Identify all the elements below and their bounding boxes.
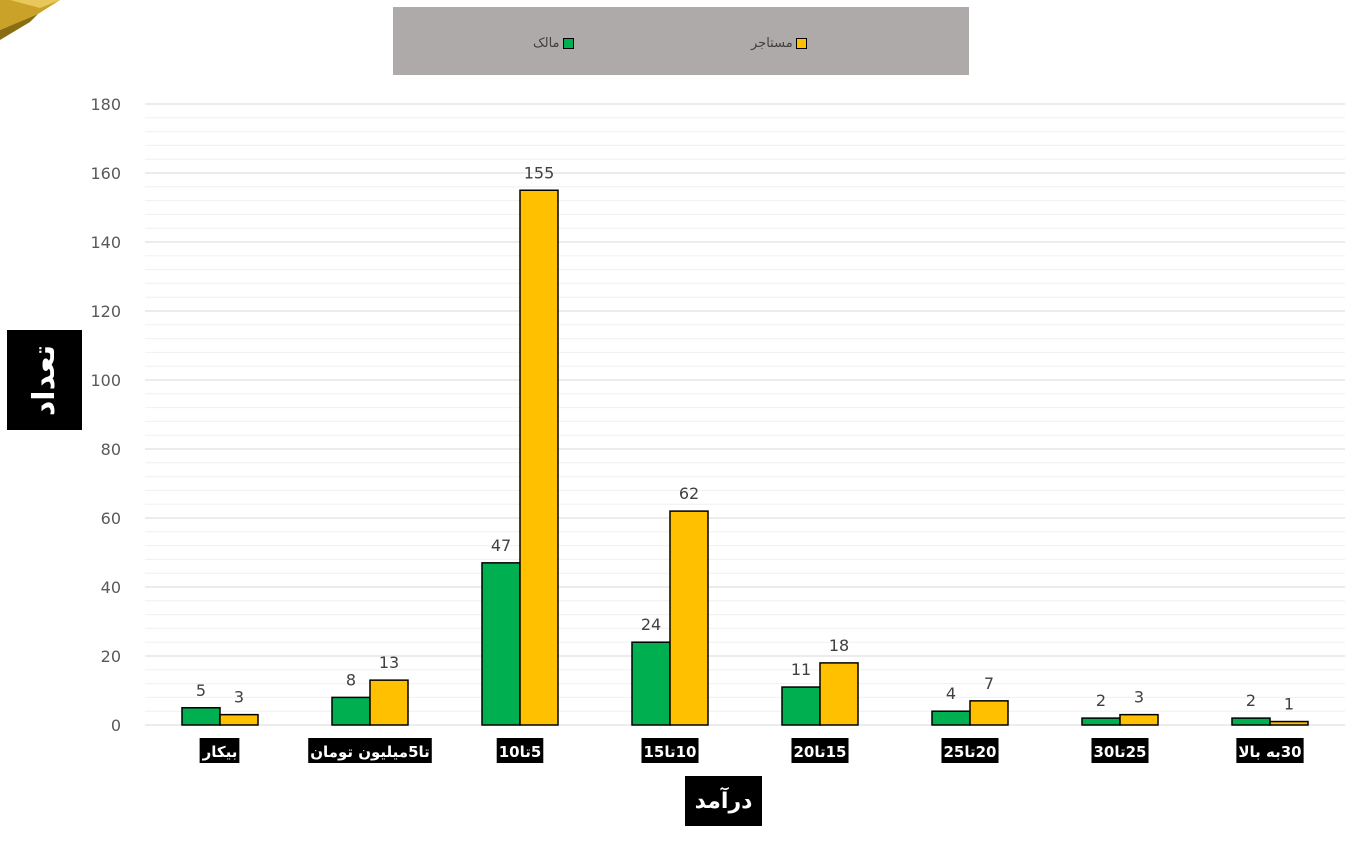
x-tick-label: 30به بالا [1236,738,1304,763]
x-tick-label: 15تا20 [791,738,849,763]
x-tick-label-bg [791,738,849,763]
bar-tenant [819,662,859,726]
legend-swatch-tenant [795,37,807,49]
x-tick-label-text: 20تا25 [943,743,996,761]
x-tick-label-text: تا5میلیون تومان [310,743,430,761]
data-label: 1 [1284,695,1294,714]
data-label: 8 [346,670,356,689]
y-tick-label: 20 [101,647,121,666]
bar-tenant [219,713,259,726]
x-tick-label: 10تا15 [641,738,699,763]
bar-owner [781,686,821,726]
y-axis-title: تعداد [27,344,62,416]
x-tick-label-bg [308,738,432,763]
x-tick-label-text: بیکار [202,743,238,761]
bar-owner [931,710,971,726]
y-tick-label: 100 [90,371,121,390]
y-tick-label: 60 [101,509,121,528]
data-label: 3 [234,688,244,707]
y-tick-label: 120 [90,302,121,321]
legend-item-owner: مالک [533,34,574,52]
legend-label-tenant: مستاجر [751,35,793,51]
y-tick-label: 160 [90,164,121,183]
data-label: 13 [379,653,399,672]
x-tick-label-bg [1091,738,1149,763]
data-label: 18 [829,636,849,655]
x-tick-label-bg [199,738,240,763]
x-tick-label: 5تا10 [496,738,544,763]
legend-swatch-owner [562,37,574,49]
data-label: 24 [641,615,661,634]
bar-tenant [669,510,709,726]
legend-label-owner: مالک [533,35,560,51]
bar-owner [481,562,521,726]
bar-owner [1231,717,1271,726]
x-tick-label-text: 30به بالا [1238,743,1301,761]
data-label: 47 [491,536,511,555]
y-tick-label: 0 [111,716,121,735]
x-tick-label-text: 25تا30 [1093,743,1146,761]
y-tick-label: 180 [90,95,121,114]
y-tick-label: 40 [101,578,121,597]
legend-item-tenant: مستاجر [751,34,807,52]
bar-tenant [1269,720,1309,726]
data-label: 11 [791,660,811,679]
bar-owner [331,696,371,726]
x-tick-label: 20تا25 [941,738,999,763]
bar-owner [1081,717,1121,726]
x-tick-label-bg [641,738,699,763]
data-label: 3 [1134,688,1144,707]
bar-tenant [1119,713,1159,726]
data-label: 5 [196,681,206,700]
data-label: 7 [984,674,994,693]
x-tick-label-bg [941,738,999,763]
y-tick-label: 140 [90,233,121,252]
x-tick-label-text: 5تا10 [499,743,542,761]
data-label: 2 [1096,691,1106,710]
x-tick-label: تا5میلیون تومان [308,738,432,763]
bar-tenant [969,700,1009,726]
x-tick-label-text: 15تا20 [793,743,846,761]
bar-owner [631,641,671,726]
chart-legend: مالک مستاجر [393,7,969,75]
data-label: 62 [679,484,699,503]
x-tick-label: بیکار [199,738,240,763]
bar-tenant [519,189,559,726]
x-axis-title-box: درآمد [685,776,762,826]
y-axis-title-box: تعداد [7,330,82,430]
x-tick-label-bg [1236,738,1304,763]
x-tick-label-bg [496,738,544,763]
x-tick-label: 25تا30 [1091,738,1149,763]
data-label: 155 [524,163,555,182]
bar-owner [181,707,221,726]
data-label: 4 [946,684,956,703]
x-axis-title: درآمد [694,788,753,814]
x-tick-label-text: 10تا15 [643,743,696,761]
data-label: 2 [1246,691,1256,710]
bar-tenant [369,679,409,726]
corner-decoration [0,0,60,40]
y-tick-label: 80 [101,440,121,459]
